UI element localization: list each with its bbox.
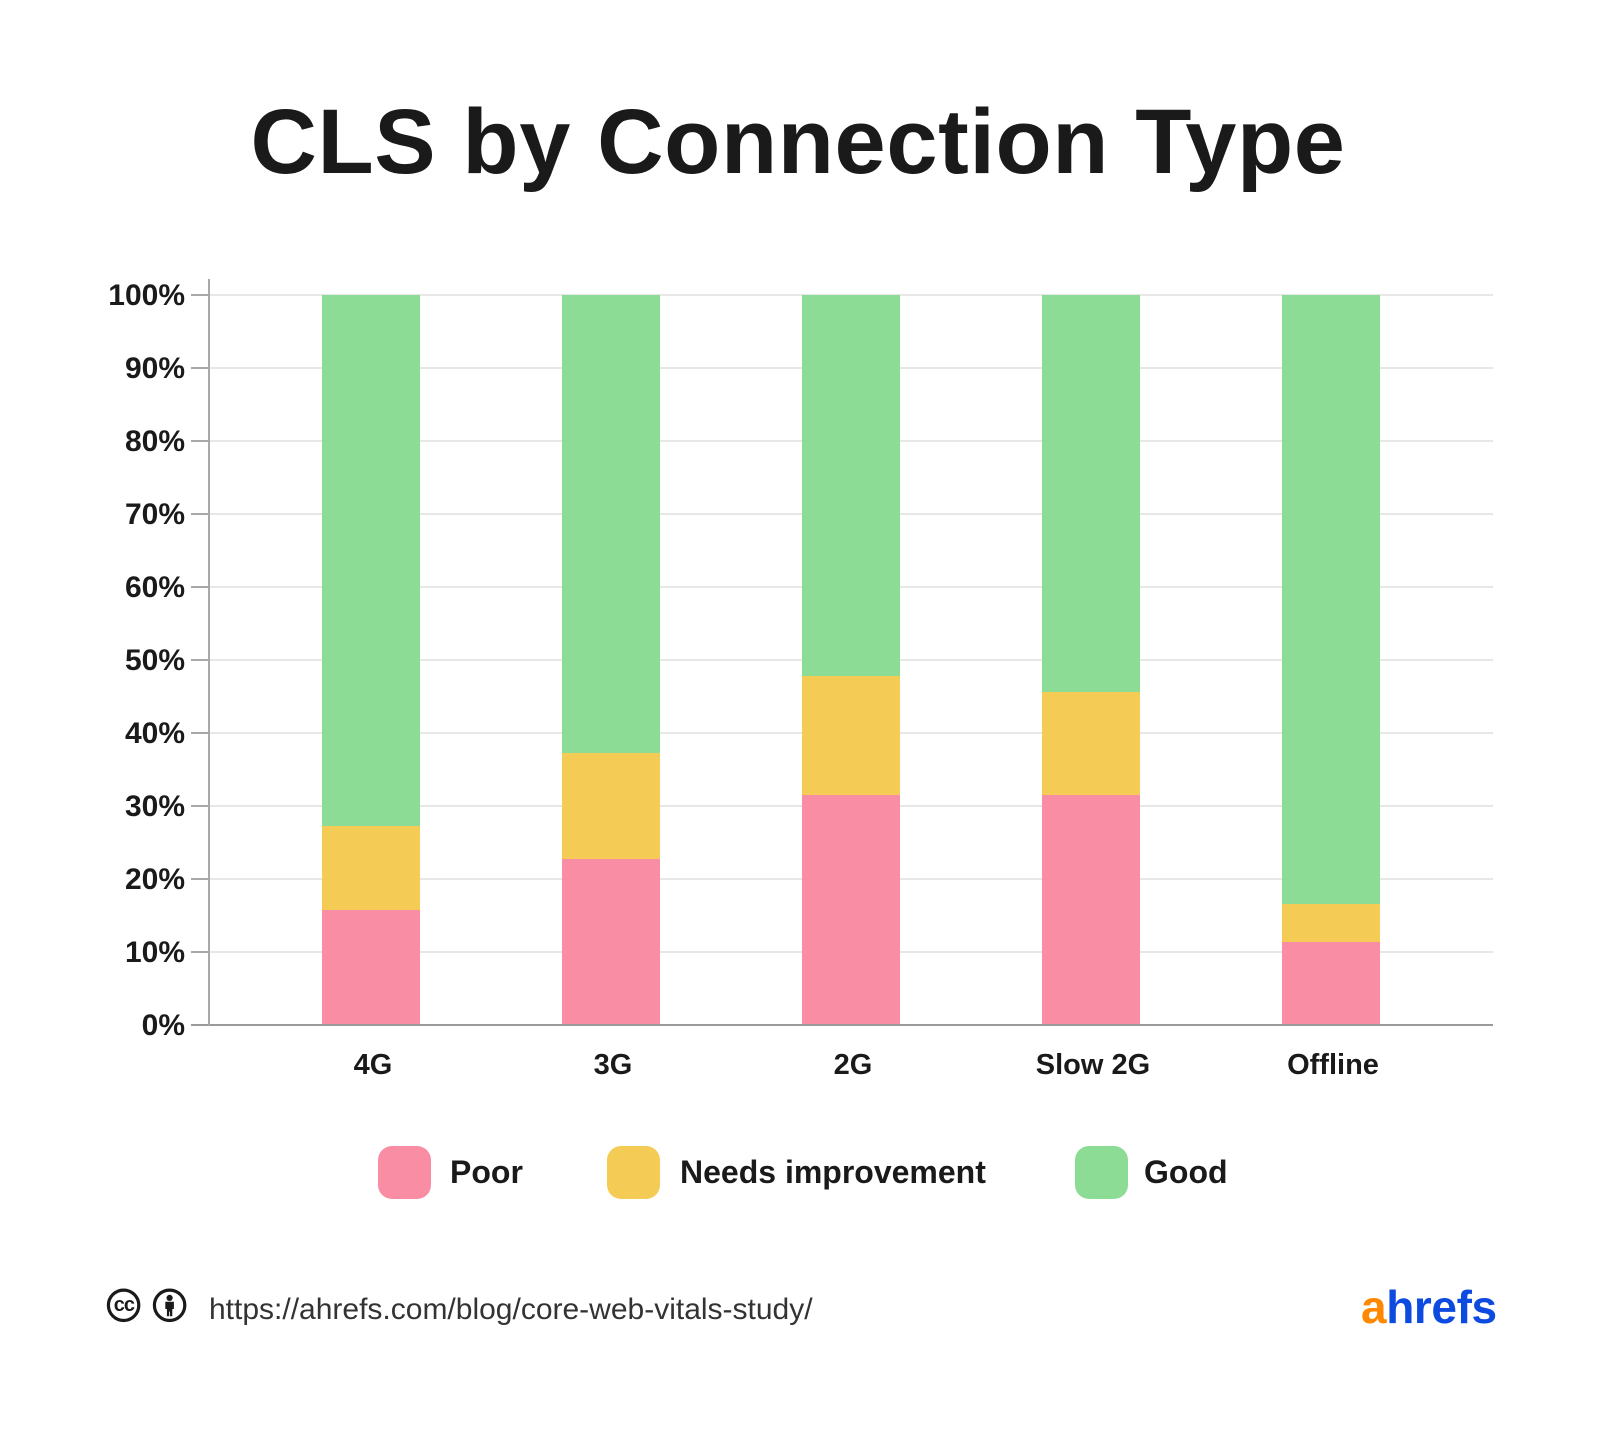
svg-text:cc: cc — [114, 1294, 135, 1316]
